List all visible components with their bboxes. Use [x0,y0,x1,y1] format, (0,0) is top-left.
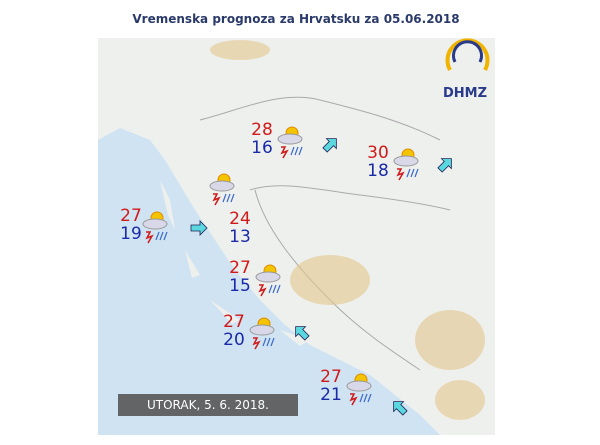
arrow [322,138,337,153]
lightning [212,193,221,206]
weather-icon [277,126,303,159]
cloud [393,155,419,167]
min-temp: 16 [251,138,273,158]
sea [98,128,440,435]
lightning [349,393,358,406]
date-box [118,394,298,416]
lightning [280,146,289,159]
arrow [393,401,408,416]
max-temp: 27 [120,206,142,226]
rain [262,337,275,347]
max-temp: 27 [223,312,245,332]
date-label: UTORAK, 5. 6. 2018. [147,398,269,412]
max-temp: 24 [229,209,251,229]
min-temp: 18 [367,161,389,181]
wind-arrow [295,326,310,341]
title: Vremenska prognoza za Hrvatsku za 05.06.… [132,12,459,26]
lightning [145,231,154,244]
cloud [209,180,235,192]
wind-arrow [322,138,337,153]
map: DHMZ UTORAK, 5. 6. 2018. [98,38,495,435]
cloud [142,218,168,230]
min-temp: 13 [229,227,251,247]
max-temp: 27 [320,367,342,387]
logo: DHMZ [443,86,487,101]
weather-icon [209,173,235,206]
cloud [346,380,372,392]
min-temp: 20 [223,330,245,350]
arrow [295,326,310,341]
cloud [277,133,303,145]
lightning [396,168,405,181]
terrain [210,40,485,420]
cloud [255,271,281,283]
arrow [437,158,452,173]
lightning [252,337,261,350]
wind-arrow [437,158,452,173]
rain [359,393,372,403]
min-temp: 15 [229,276,251,296]
weather-icon [255,264,281,297]
min-temp: 21 [320,385,342,405]
lightning [258,284,267,297]
rain [290,146,303,156]
max-temp: 28 [251,120,273,140]
islands [160,180,310,346]
arrow [190,220,208,236]
cloud [249,324,275,336]
weather-icon [346,373,372,406]
wind-arrow [190,220,208,236]
weather-icon [393,148,419,181]
weather-icon [249,317,275,350]
weather-icon [142,211,168,244]
rain [222,193,235,203]
rain [268,284,281,294]
max-temp: 30 [367,143,389,163]
rain [406,168,419,178]
min-temp: 19 [120,224,142,244]
rain [155,231,168,241]
wind-arrow [393,401,408,416]
logo-mark [445,38,490,71]
max-temp: 27 [229,258,251,278]
